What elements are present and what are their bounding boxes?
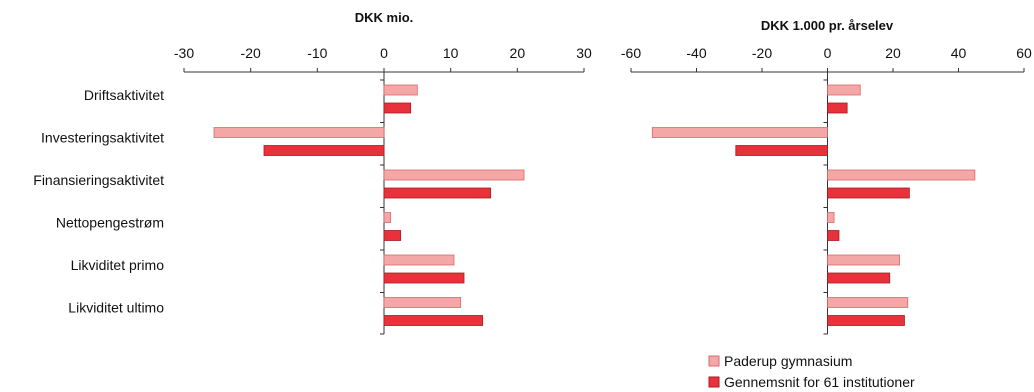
bar-gennemsnit [735, 145, 828, 156]
x-tick-label: 20 [510, 45, 526, 61]
bar-gennemsnit [827, 272, 891, 284]
bar-paderup [383, 212, 392, 223]
x-tick-label: -10 [307, 45, 327, 61]
category-label: Likviditet ultimo [68, 300, 164, 316]
bar-gennemsnit [383, 272, 465, 284]
bar-gennemsnit [383, 230, 402, 241]
category-label: Likviditet primo [71, 257, 165, 273]
x-tick-label: 40 [951, 45, 967, 61]
bar-paderup [383, 169, 525, 181]
bar-paderup [827, 169, 976, 181]
bar-paderup [827, 254, 900, 266]
bar-gennemsnit [383, 102, 412, 114]
x-tick-label: 20 [885, 45, 901, 61]
bar-paderup [827, 212, 835, 223]
category-label: Finansieringsaktivitet [33, 172, 164, 188]
bar-paderup [383, 297, 462, 308]
legend-label-gennemsnit: Gennemsnit for 61 institutioner [724, 374, 915, 390]
bar-paderup [383, 254, 455, 266]
legend-swatch-paderup [708, 355, 720, 367]
x-tick-label: 0 [824, 45, 832, 61]
x-tick-label: -60 [621, 45, 641, 61]
x-tick-label: 30 [576, 45, 592, 61]
bar-gennemsnit [827, 230, 840, 241]
bar-gennemsnit [383, 315, 484, 326]
x-tick-label: -20 [241, 45, 261, 61]
x-tick-label: 60 [1016, 45, 1032, 61]
bar-gennemsnit [827, 187, 910, 199]
legend-label-paderup: Paderup gymnasium [724, 353, 852, 369]
category-label: Driftsaktivitet [84, 87, 164, 103]
x-tick-label: -40 [686, 45, 706, 61]
x-tick-label: -20 [752, 45, 772, 61]
panel-title: DKK mio. [355, 10, 414, 25]
x-tick-label: 10 [443, 45, 459, 61]
bar-paderup [383, 84, 418, 96]
legend: Paderup gymnasium Gennemsnit for 61 inst… [708, 353, 915, 390]
category-label: Investeringsaktivitet [41, 130, 164, 146]
chart-panel-per-aarselev: DKK 1.000 pr. årselev -60 -40 -20 0 20 40 60 [621, 18, 1032, 335]
bar-paderup [651, 127, 828, 138]
panel-title: DKK 1.000 pr. årselev [761, 18, 894, 33]
bar-gennemsnit [827, 315, 905, 326]
bar-paderup [827, 297, 909, 308]
chart-panel-dkk-mio: DKK mio. -30 -20 -10 0 10 20 30 Driftsaktivitet I… [33, 10, 592, 335]
category-label: Nettopengestrøm [56, 215, 164, 231]
x-tick-label: -30 [174, 45, 194, 61]
bar-gennemsnit [263, 145, 385, 156]
bar-gennemsnit [383, 187, 492, 199]
legend-swatch-gennemsnit [708, 376, 720, 388]
bar-paderup [213, 127, 385, 138]
x-tick-label: 0 [380, 45, 388, 61]
bar-gennemsnit [827, 102, 848, 114]
bar-paderup [827, 84, 861, 96]
